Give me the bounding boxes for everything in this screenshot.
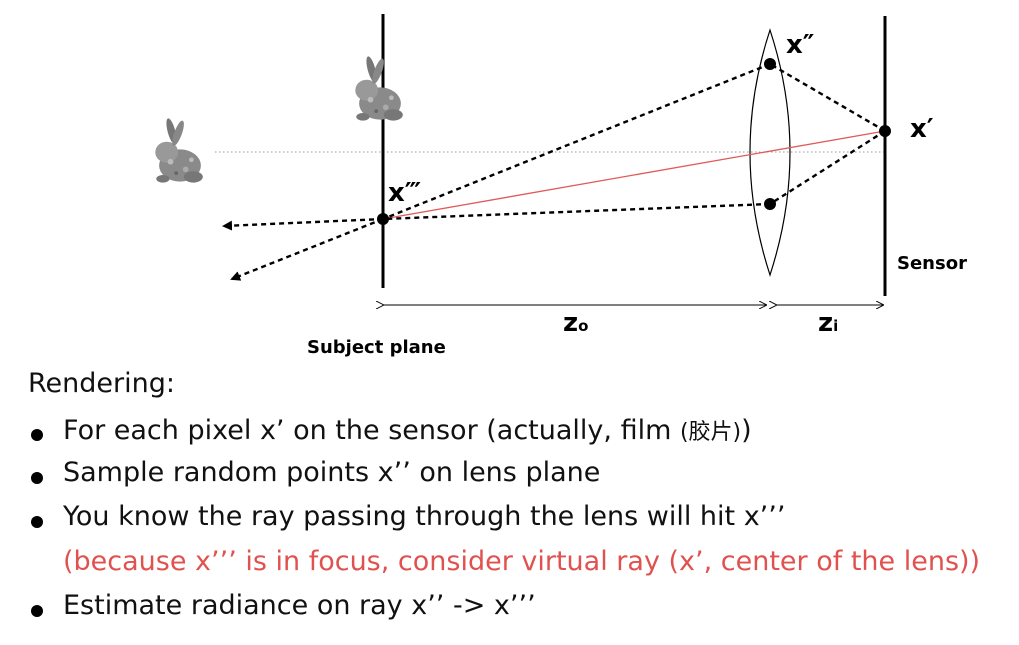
label-x-triple-prime: x‴: [388, 178, 422, 208]
point-x-double-prime: [764, 58, 776, 70]
virtual-ray: [382, 130, 886, 220]
label-x-double-prime: x″: [786, 30, 815, 60]
bullet-dot: [31, 605, 43, 617]
bunny-icon: [355, 55, 403, 121]
point-x-prime: [879, 125, 891, 137]
bullet-3: You know the ray passing through the len…: [63, 501, 786, 532]
label-subject-plane: Subject plane: [307, 337, 446, 358]
label-sensor: Sensor: [897, 253, 967, 274]
lens-shape: [749, 28, 791, 277]
point-lens-lower: [764, 198, 776, 210]
bullet-dot: [31, 429, 43, 441]
bullet-2: Sample random points x’’ on lens plane: [63, 457, 601, 488]
thin-lens-diagram: [155, 14, 891, 370]
label-z-o: zo: [563, 308, 589, 338]
bullet-dot: [31, 472, 43, 484]
bunny-icon: [155, 117, 203, 183]
dashed-rays: [222, 62, 886, 281]
bullet-1: For each pixel x’ on the sensor (actuall…: [63, 415, 752, 446]
point-x-triple-prime: [377, 213, 389, 225]
label-z-i: zi: [818, 308, 839, 338]
rendering-heading: Rendering:: [28, 368, 175, 399]
bullet-dot: [31, 516, 43, 528]
bullet-4: Estimate radiance on ray x’’ -> x’’’: [63, 590, 536, 621]
bullet-3-note: (because x’’’ is in focus, consider virt…: [63, 546, 981, 577]
label-x-prime: x′: [910, 114, 934, 144]
